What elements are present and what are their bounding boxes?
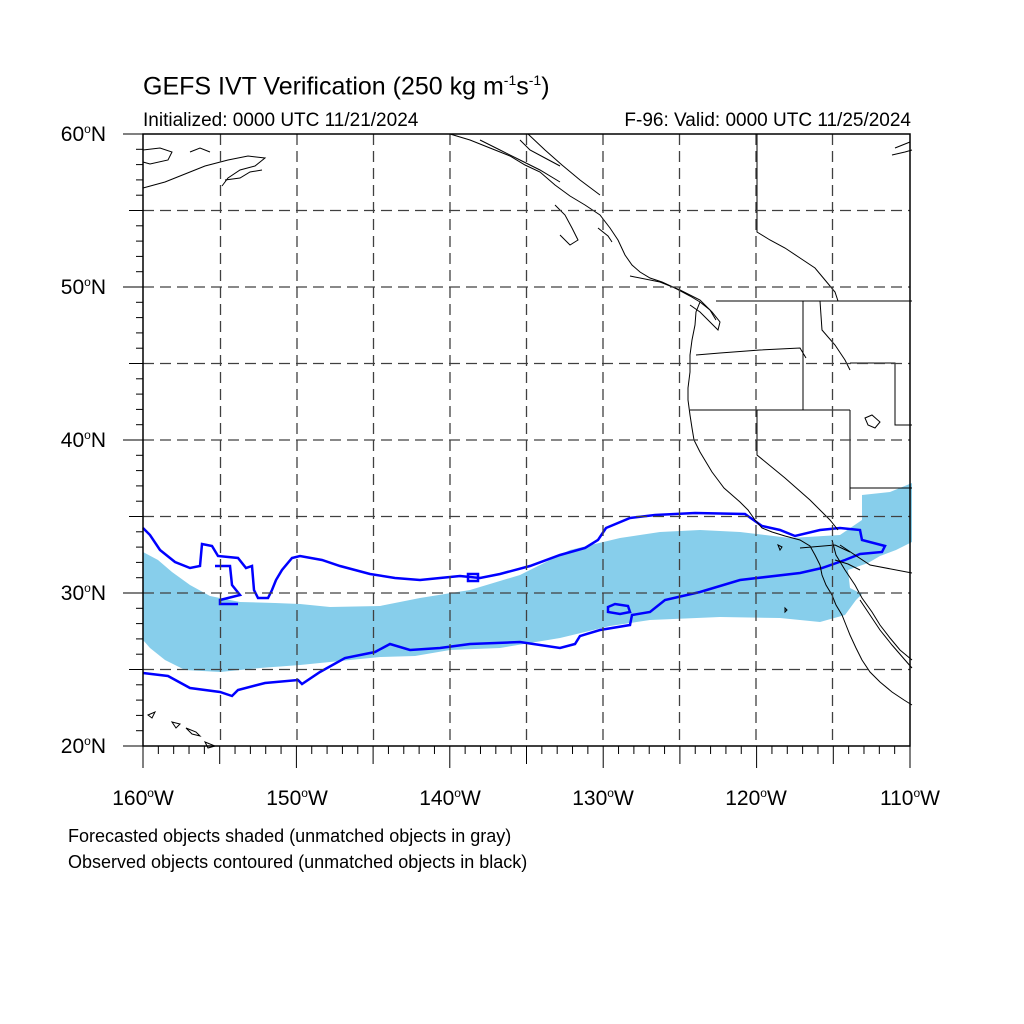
map-title: GEFS IVT Verification (250 kg m-1s-1) [143,72,550,101]
lat-label-40: 40oN [60,428,106,452]
lat-label-30: 30oN [60,581,106,605]
lon-label-120w: 120oW [725,786,787,810]
coastlines [142,133,913,749]
lat-label-50: 50oN [60,275,106,299]
lat-label-60: 60oN [60,122,106,146]
graticule [143,134,910,746]
observed-contour-island-1 [606,602,632,616]
title-exponent-1: -1 [503,72,517,88]
title-mid: s [516,72,529,101]
lon-label-110w: 110oW [880,786,940,810]
observed-note: Observed objects contoured (unmatched ob… [68,852,528,872]
lon-label-140w: 140oW [419,786,481,810]
initialized-label: Initialized: 0000 UTC 11/21/2024 [143,110,419,131]
forecast-ivt-object [143,483,912,672]
title-main: GEFS IVT Verification (250 kg m [143,72,504,101]
title-end: ) [541,72,550,101]
observed-contour-island-2 [466,572,480,583]
political-boundaries [527,133,913,574]
title-exponent-2: -1 [528,72,542,88]
lon-label-160w: 160oW [112,786,174,810]
observed-ivt-contour [142,511,887,698]
valid-time-label: F-96: Valid: 0000 UTC 11/25/2024 [624,110,911,131]
forecast-note: Forecasted objects shaded (unmatched obj… [68,826,512,846]
lon-label-150w: 150oW [266,786,328,810]
lon-label-130w: 130oW [572,786,634,810]
lat-label-20: 20oN [60,734,106,758]
axis-ticks [123,133,911,768]
